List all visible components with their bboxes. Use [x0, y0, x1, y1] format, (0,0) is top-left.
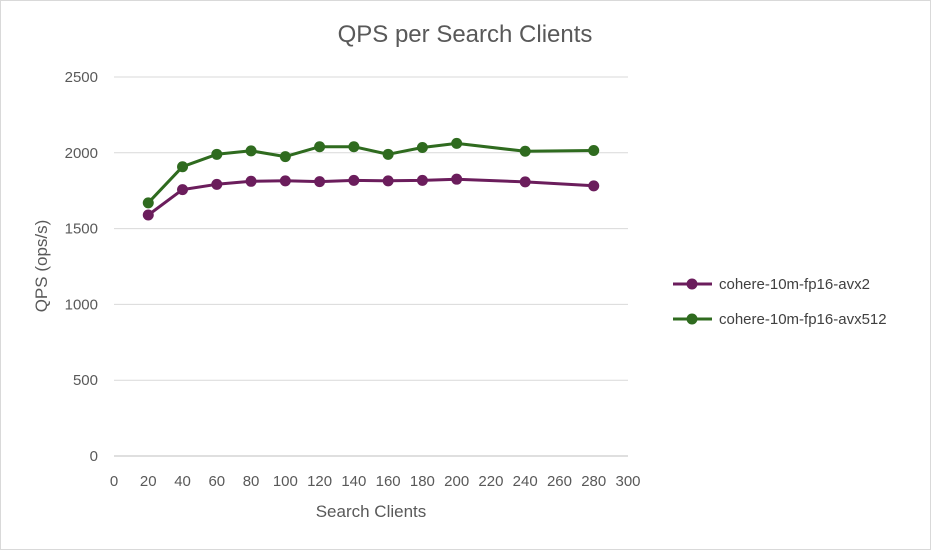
series-1: [142, 173, 600, 221]
x-tick-label: 280: [581, 473, 606, 490]
x-tick-label: 220: [478, 473, 503, 490]
data-point: [211, 178, 223, 190]
series-2: [142, 137, 600, 209]
legend-item: cohere-10m-fp16-avx2: [673, 276, 870, 293]
y-axis-title: QPS (ops/s): [32, 220, 51, 313]
x-tick-label: 40: [174, 473, 191, 490]
y-axis-ticks: 0 500 1000 1500 2000 2500: [65, 69, 98, 465]
legend-label: cohere-10m-fp16-avx2: [719, 276, 870, 293]
data-point: [519, 176, 531, 188]
x-tick-label: 180: [410, 473, 435, 490]
y-tick-label: 0: [90, 448, 98, 465]
x-tick-label: 260: [547, 473, 572, 490]
data-point: [142, 209, 154, 221]
data-point: [382, 148, 394, 160]
gridlines: [114, 76, 628, 457]
chart-title: QPS per Search Clients: [338, 21, 593, 48]
data-point: [314, 176, 326, 188]
data-point: [245, 145, 257, 157]
y-tick-label: 2000: [65, 145, 98, 162]
data-point: [588, 180, 600, 192]
y-tick-label: 1500: [65, 221, 98, 238]
legend-swatch-marker: [686, 278, 698, 290]
data-point: [279, 175, 291, 187]
series-line: [147, 177, 594, 217]
y-tick-label: 500: [73, 372, 98, 389]
x-tick-label: 80: [243, 473, 260, 490]
data-point: [451, 137, 463, 149]
y-tick-label: 2500: [65, 69, 98, 86]
legend-label: cohere-10m-fp16-avx512: [719, 311, 887, 328]
data-point: [416, 174, 428, 186]
data-point: [142, 197, 154, 209]
data-point: [519, 145, 531, 157]
data-point: [416, 141, 428, 153]
data-point: [451, 173, 463, 185]
x-tick-label: 100: [273, 473, 298, 490]
legend: cohere-10m-fp16-avx2 cohere-10m-fp16-avx5…: [673, 276, 887, 328]
data-point: [279, 151, 291, 163]
data-point: [211, 148, 223, 160]
x-tick-label: 160: [376, 473, 401, 490]
x-tick-label: 120: [307, 473, 332, 490]
x-tick-label: 20: [140, 473, 157, 490]
x-tick-label: 300: [615, 473, 640, 490]
data-point: [382, 175, 394, 187]
data-point: [314, 141, 326, 153]
series-line: [147, 141, 594, 204]
data-point: [348, 174, 360, 186]
x-axis-title: Search Clients: [316, 502, 427, 521]
plot-series: [142, 137, 600, 221]
data-point: [588, 145, 600, 157]
data-point: [245, 175, 257, 187]
data-point: [348, 141, 360, 153]
x-tick-label: 200: [444, 473, 469, 490]
data-point: [177, 161, 189, 173]
y-tick-label: 1000: [65, 296, 98, 313]
legend-swatch-marker: [686, 313, 698, 325]
x-tick-label: 240: [513, 473, 538, 490]
x-tick-label: 140: [341, 473, 366, 490]
x-tick-label: 60: [208, 473, 225, 490]
data-point: [177, 184, 189, 196]
legend-item: cohere-10m-fp16-avx512: [673, 311, 887, 328]
x-tick-label: 0: [110, 473, 118, 490]
x-axis-ticks: 0 20 40 60 80 100 120 140 160 180 200 220 240 260 280 3…: [110, 473, 641, 490]
